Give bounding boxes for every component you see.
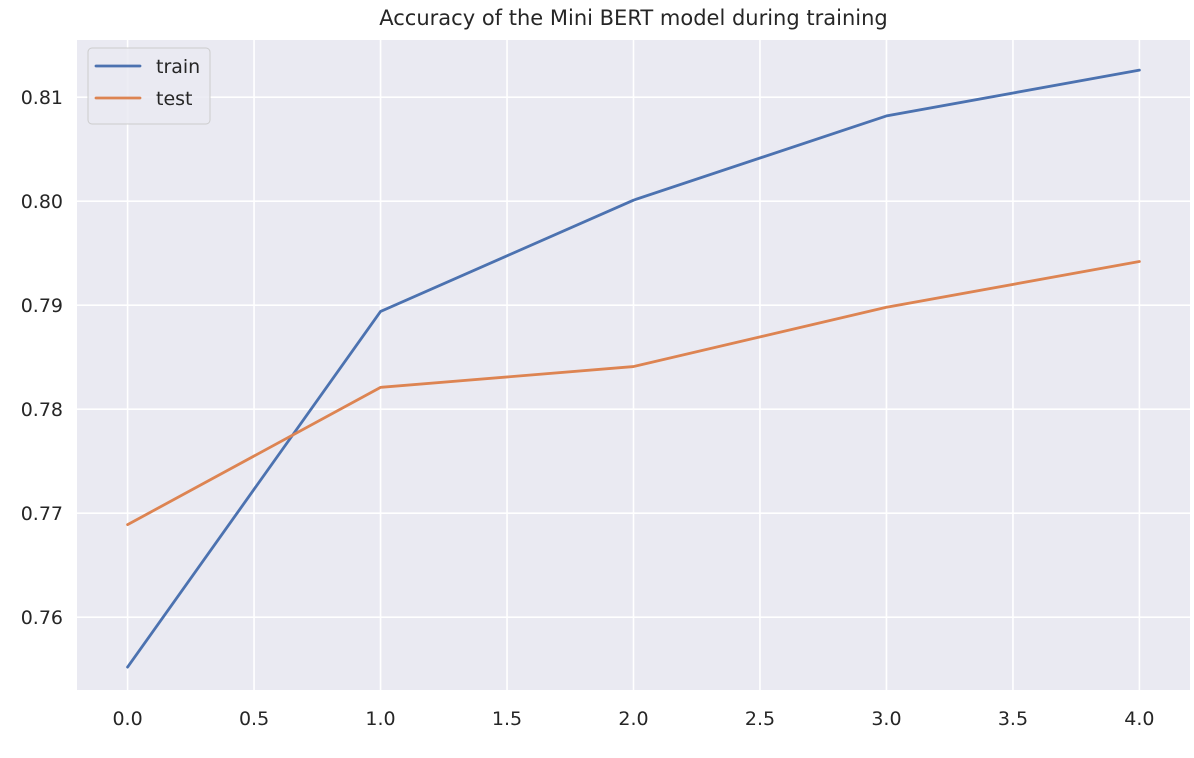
y-tick-label: 0.80 <box>21 191 63 213</box>
x-tick-label: 2.0 <box>618 708 648 730</box>
y-tick-label: 0.79 <box>21 295 63 317</box>
x-tick-label: 4.0 <box>1124 708 1154 730</box>
x-tick-label: 0.5 <box>239 708 269 730</box>
y-tick-label: 0.78 <box>21 399 63 421</box>
x-tick-label: 3.5 <box>998 708 1028 730</box>
legend-label-test: test <box>156 88 193 110</box>
y-tick-label: 0.77 <box>21 503 63 525</box>
series-lines <box>126 68 1141 669</box>
legend-label-train: train <box>156 56 200 78</box>
x-tick-label: 1.0 <box>365 708 395 730</box>
x-tick-label: 1.5 <box>492 708 522 730</box>
series-line-test <box>126 260 1141 527</box>
x-tick-label: 3.0 <box>871 708 901 730</box>
legend: train test <box>87 47 211 125</box>
chart-title: Accuracy of the Mini BERT model during t… <box>379 6 887 30</box>
series-line-train <box>126 68 1141 669</box>
y-tick-label: 0.81 <box>21 87 63 109</box>
x-tick-label: 2.5 <box>745 708 775 730</box>
x-tick-label: 0.0 <box>112 708 142 730</box>
tick-labels: 0.0 0.5 1.0 1.5 2.0 2.5 3.0 3.5 4.0 0.76 0.77 0.78 0… <box>21 87 1155 730</box>
y-tick-label: 0.76 <box>21 607 63 629</box>
